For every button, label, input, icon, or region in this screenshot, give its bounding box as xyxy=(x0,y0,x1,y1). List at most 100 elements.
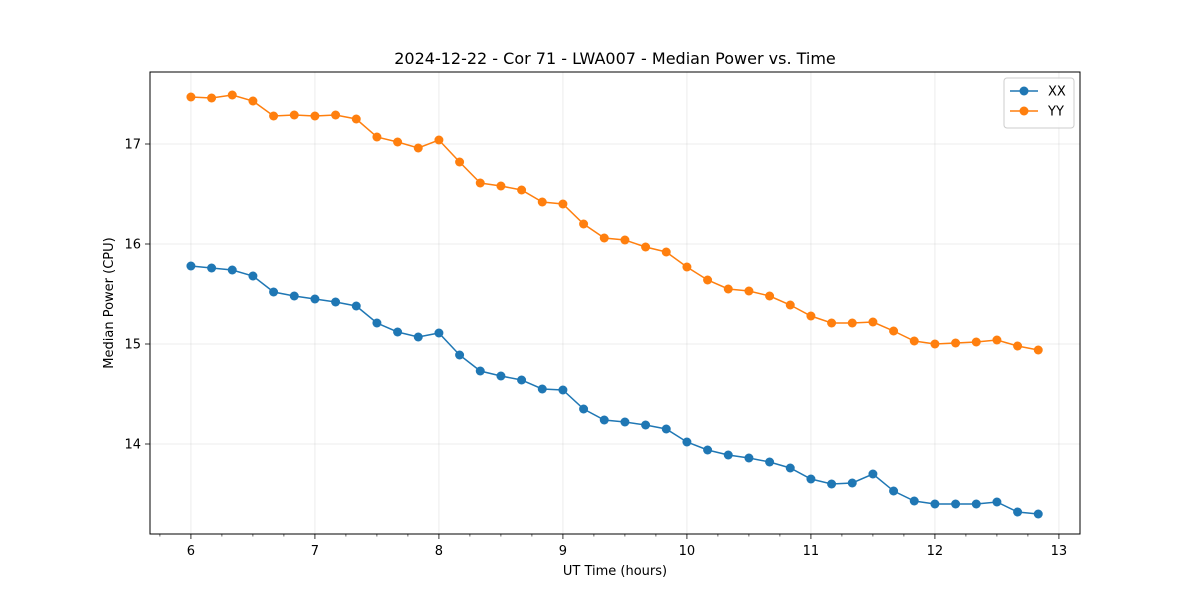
data-point-yy xyxy=(269,111,279,121)
data-point-xx xyxy=(351,301,361,311)
data-point-yy xyxy=(289,110,299,120)
data-point-yy xyxy=(951,338,961,348)
data-point-yy xyxy=(847,318,857,328)
data-point-xx xyxy=(558,385,568,395)
data-point-yy xyxy=(806,311,816,321)
data-point-xx xyxy=(641,420,651,430)
data-point-yy xyxy=(248,96,258,106)
x-tick-label: 6 xyxy=(187,544,195,559)
data-point-xx xyxy=(723,450,733,460)
data-point-yy xyxy=(413,143,423,153)
data-point-yy xyxy=(496,181,506,191)
series-yy xyxy=(186,90,1043,355)
data-point-xx xyxy=(661,424,671,434)
data-point-xx xyxy=(827,479,837,489)
y-tick-label: 17 xyxy=(124,138,141,153)
data-point-xx xyxy=(889,486,899,496)
data-point-yy xyxy=(703,275,713,285)
data-point-xx xyxy=(248,271,258,281)
data-point-xx xyxy=(620,417,630,427)
y-tick-label: 15 xyxy=(124,338,141,353)
x-tick-label: 11 xyxy=(803,544,820,559)
chart-title: 2024-12-22 - Cor 71 - LWA007 - Median Po… xyxy=(394,49,836,68)
data-point-xx xyxy=(289,291,299,301)
data-point-yy xyxy=(207,93,217,103)
grid xyxy=(150,72,1080,534)
series-group xyxy=(186,90,1043,519)
data-point-xx xyxy=(227,265,237,275)
axes: 6 7 8 9 10 11 12 13 14 15 16 17 xyxy=(124,138,1067,560)
legend-marker-xx xyxy=(1019,86,1029,96)
x-tick-label: 10 xyxy=(679,544,696,559)
data-point-yy xyxy=(971,337,981,347)
data-point-xx xyxy=(455,350,465,360)
legend-label-xx: XX xyxy=(1048,85,1066,100)
data-point-xx xyxy=(434,328,444,338)
data-point-yy xyxy=(909,336,919,346)
data-point-xx xyxy=(537,384,547,394)
data-point-yy xyxy=(765,291,775,301)
x-tick-label: 8 xyxy=(435,544,443,559)
legend: XX YY xyxy=(1003,77,1075,129)
data-point-yy xyxy=(558,199,568,209)
data-point-yy xyxy=(620,235,630,245)
y-tick-label: 14 xyxy=(124,438,141,453)
data-point-xx xyxy=(393,327,403,337)
data-point-yy xyxy=(227,90,237,100)
data-point-yy xyxy=(455,157,465,167)
x-tick-label: 7 xyxy=(311,544,319,559)
x-tick-label: 9 xyxy=(559,544,567,559)
legend-marker-yy xyxy=(1019,106,1029,116)
data-point-yy xyxy=(744,286,754,296)
data-point-xx xyxy=(186,261,196,271)
y-axis-label: Median Power (CPU) xyxy=(102,237,117,368)
data-point-xx xyxy=(868,469,878,479)
data-point-yy xyxy=(537,197,547,207)
data-point-xx xyxy=(269,287,279,297)
y-tick-label: 16 xyxy=(124,238,141,253)
data-point-yy xyxy=(393,137,403,147)
data-point-xx xyxy=(971,499,981,509)
data-point-xx xyxy=(579,404,589,414)
data-point-yy xyxy=(1013,341,1023,351)
data-point-xx xyxy=(847,478,857,488)
data-point-xx xyxy=(599,415,609,425)
data-point-yy xyxy=(475,178,485,188)
data-point-yy xyxy=(579,219,589,229)
data-point-xx xyxy=(475,366,485,376)
data-point-yy xyxy=(785,300,795,310)
data-point-xx xyxy=(703,445,713,455)
data-point-yy xyxy=(723,284,733,294)
data-point-yy xyxy=(434,135,444,145)
data-point-xx xyxy=(517,375,527,385)
data-point-xx xyxy=(930,499,940,509)
legend-label-yy: YY xyxy=(1047,105,1064,120)
data-point-yy xyxy=(599,233,609,243)
data-point-xx xyxy=(682,437,692,447)
data-point-yy xyxy=(682,262,692,272)
x-axis-label: UT Time (hours) xyxy=(563,564,667,579)
data-point-yy xyxy=(661,247,671,257)
data-point-yy xyxy=(372,132,382,142)
data-point-yy xyxy=(992,335,1002,345)
data-point-xx xyxy=(207,263,217,273)
data-point-xx xyxy=(413,332,423,342)
data-point-yy xyxy=(186,92,196,102)
data-point-yy xyxy=(930,339,940,349)
x-tick-label: 12 xyxy=(927,544,944,559)
data-point-xx xyxy=(909,496,919,506)
data-point-xx xyxy=(372,318,382,328)
plot-frame xyxy=(149,71,1081,535)
data-point-xx xyxy=(951,499,961,509)
data-point-yy xyxy=(351,114,361,124)
data-point-xx xyxy=(1013,507,1023,517)
data-point-yy xyxy=(331,110,341,120)
data-point-yy xyxy=(889,326,899,336)
data-point-yy xyxy=(641,242,651,252)
data-point-yy xyxy=(868,317,878,327)
data-point-yy xyxy=(310,111,320,121)
data-point-xx xyxy=(806,474,816,484)
data-point-yy xyxy=(827,318,837,328)
data-point-xx xyxy=(331,297,341,307)
